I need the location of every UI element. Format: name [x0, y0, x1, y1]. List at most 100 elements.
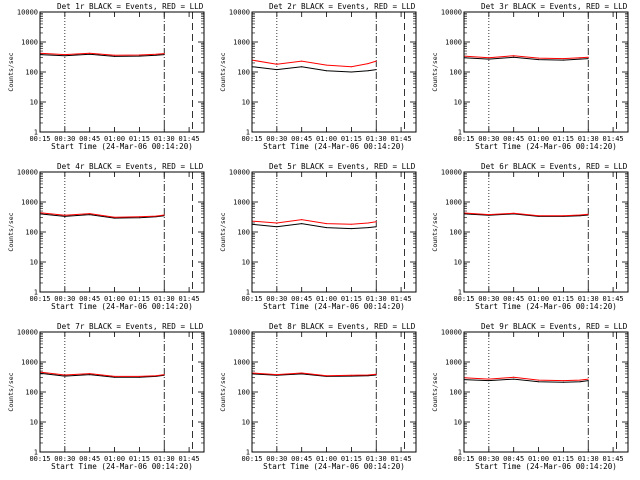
- y-tick-label: 100: [25, 229, 38, 237]
- events-data-point: [367, 70, 369, 72]
- events-data-point: [538, 59, 539, 61]
- x-tick-label: 01:15: [553, 295, 574, 303]
- x-tick-label: 01:45: [391, 295, 412, 303]
- x-tick-label: 01:45: [179, 455, 200, 463]
- y-axis-label: Counts/sec: [219, 52, 227, 91]
- lld-data-point: [89, 373, 91, 375]
- lld-data-point: [513, 212, 515, 214]
- x-tick-label: 01:45: [391, 135, 412, 143]
- x-tick-label: 01:45: [603, 295, 624, 303]
- events-data-point: [301, 373, 303, 375]
- events-data-point: [276, 69, 278, 71]
- events-data-point: [326, 70, 327, 72]
- lld-data-point: [163, 214, 165, 216]
- lld-data-point: [114, 375, 115, 377]
- events-data-point: [375, 69, 377, 71]
- lld-data-point: [375, 373, 377, 375]
- x-tick-label: 00:30: [266, 135, 287, 143]
- y-tick-label: 10000: [17, 9, 38, 17]
- y-tick-label: 10: [454, 99, 462, 107]
- x-tick-label: 00:15: [29, 455, 50, 463]
- panel-title: Det 9r BLACK = Events, RED = LLD: [481, 322, 628, 331]
- lld-data-point: [155, 53, 157, 55]
- y-tick-label: 1: [34, 129, 38, 137]
- lld-data-point: [513, 376, 515, 378]
- x-tick-label: 00:30: [478, 455, 499, 463]
- x-tick-label: 01:30: [366, 295, 387, 303]
- x-tick-label: 01:30: [366, 455, 387, 463]
- events-data-point: [114, 55, 115, 57]
- x-tick-label: 01:15: [553, 455, 574, 463]
- events-data-point: [350, 228, 352, 230]
- lld-data-point: [64, 54, 66, 56]
- x-tick-label: 01:00: [104, 295, 125, 303]
- lld-data-point: [163, 374, 165, 376]
- lld-data-point: [579, 214, 581, 216]
- lld-data-point: [579, 57, 581, 59]
- events-data-point: [89, 214, 91, 216]
- y-tick-label: 10: [30, 419, 38, 427]
- detector-panel-3: Det 3r BLACK = Events, RED = LLD 1 10 100 10…: [431, 2, 629, 151]
- y-tick-label: 1: [458, 449, 462, 457]
- events-data-point: [587, 58, 589, 60]
- detector-panel-1: Det 1r BLACK = Events, RED = LLD 1 10 100 10…: [7, 2, 205, 151]
- detector-panel-2: Det 2r BLACK = Events, RED = LLD 1 10 100 10…: [219, 2, 417, 151]
- x-tick-label: 01:30: [578, 455, 599, 463]
- y-tick-label: 100: [449, 229, 462, 237]
- detector-panel-5: Det 5r BLACK = Events, RED = LLD 1 10 100 10…: [219, 162, 417, 311]
- x-tick-label: 00:30: [266, 295, 287, 303]
- x-axis-label: Start Time (24-Mar-06 00:14:20): [475, 142, 617, 151]
- x-tick-label: 01:15: [129, 135, 150, 143]
- events-data-point: [89, 374, 91, 376]
- x-tick-label: 00:15: [241, 455, 262, 463]
- lld-data-point: [163, 53, 165, 55]
- lld-data-point: [276, 222, 278, 224]
- x-tick-label: 01:30: [154, 455, 175, 463]
- lld-data-point: [587, 378, 589, 380]
- x-tick-label: 00:45: [79, 135, 100, 143]
- y-tick-label: 1: [246, 289, 250, 297]
- events-data-point: [138, 376, 140, 378]
- x-tick-label: 01:45: [391, 455, 412, 463]
- x-axis-label: Start Time (24-Mar-06 00:14:20): [51, 142, 193, 151]
- lld-data-point: [155, 375, 157, 377]
- x-axis-label: Start Time (24-Mar-06 00:14:20): [263, 142, 405, 151]
- y-tick-label: 1000: [233, 39, 250, 47]
- events-data-point: [375, 226, 377, 228]
- panel-title: Det 3r BLACK = Events, RED = LLD: [481, 2, 628, 11]
- events-data-point: [579, 381, 581, 383]
- panel-title: Det 5r BLACK = Events, RED = LLD: [269, 162, 416, 171]
- x-tick-label: 01:30: [578, 135, 599, 143]
- y-tick-label: 1000: [233, 199, 250, 207]
- x-tick-label: 00:15: [453, 295, 474, 303]
- lld-data-point: [538, 379, 539, 381]
- lld-data-point: [89, 52, 91, 54]
- y-axis-label: Counts/sec: [219, 372, 227, 411]
- x-tick-label: 00:15: [29, 295, 50, 303]
- x-tick-label: 01:00: [104, 135, 125, 143]
- lld-data-point: [301, 372, 303, 374]
- lld-data-point: [488, 57, 490, 59]
- x-tick-label: 00:45: [291, 455, 312, 463]
- x-tick-label: 00:30: [266, 455, 287, 463]
- events-data-point: [155, 54, 157, 56]
- events-data-point: [350, 375, 352, 377]
- events-data-point: [513, 56, 515, 58]
- y-tick-label: 1000: [233, 359, 250, 367]
- lld-data-point: [513, 55, 515, 57]
- y-tick-label: 10: [242, 99, 250, 107]
- y-tick-label: 100: [25, 69, 38, 77]
- y-tick-label: 10000: [17, 329, 38, 337]
- lld-data-point: [562, 380, 564, 382]
- panel-title: Det 7r BLACK = Events, RED = LLD: [57, 322, 204, 331]
- events-data-point: [562, 59, 564, 61]
- x-tick-label: 00:30: [478, 295, 499, 303]
- y-tick-label: 10000: [229, 9, 250, 17]
- y-tick-label: 10000: [441, 169, 462, 177]
- y-tick-label: 100: [449, 69, 462, 77]
- events-data-point: [587, 380, 589, 382]
- x-tick-label: 01:45: [603, 455, 624, 463]
- events-data-point: [64, 215, 66, 217]
- y-tick-label: 10000: [229, 329, 250, 337]
- lld-data-point: [350, 374, 352, 376]
